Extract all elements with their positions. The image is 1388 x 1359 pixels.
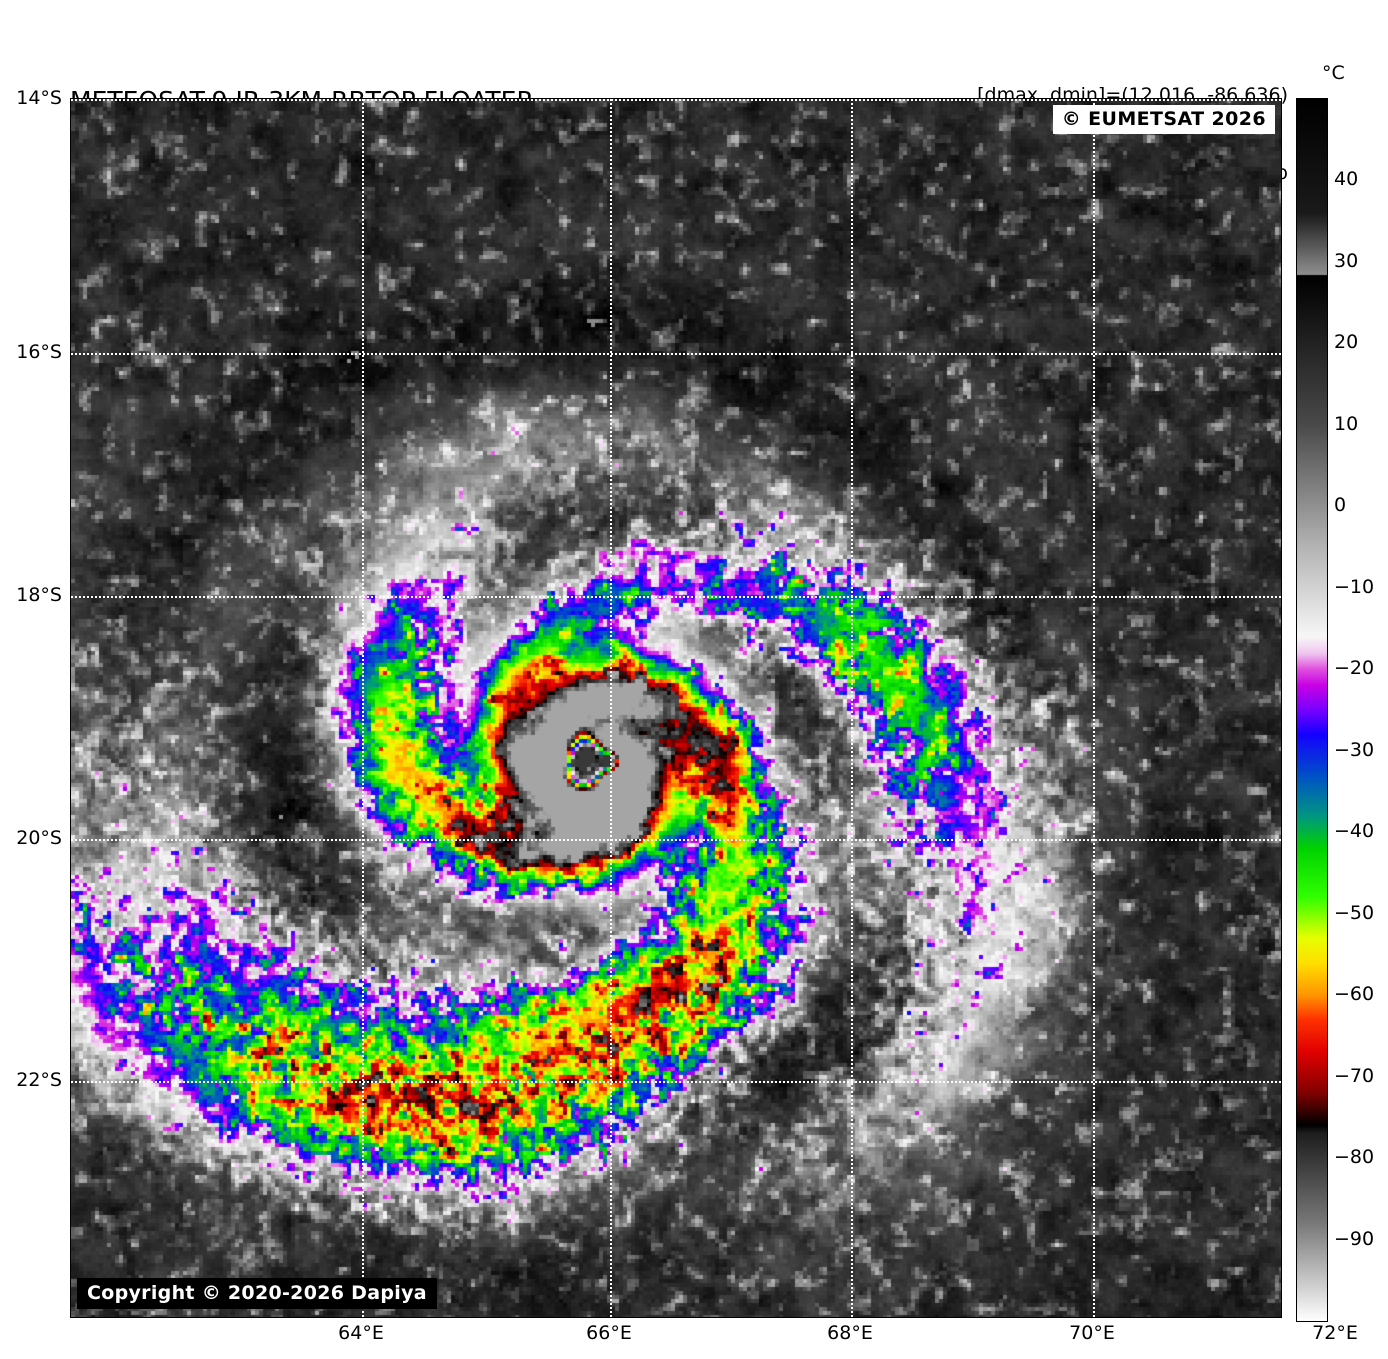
longitude-tick-1: 66°E	[586, 1322, 632, 1344]
colorbar-tick-minus60: −60	[1334, 983, 1375, 1006]
longitude-tick-2: 68°E	[827, 1322, 873, 1344]
colorbar-tick-minus20: −20	[1334, 657, 1375, 680]
colorbar-tick-20: 20	[1334, 331, 1359, 354]
longitude-tick-3: 70°E	[1069, 1322, 1115, 1344]
colorbar-tick-minus90: −90	[1334, 1227, 1375, 1250]
colorbar-tick-minus10: −10	[1334, 575, 1375, 598]
latitude-tick-0: 14°S	[16, 87, 62, 109]
satellite-imagery-canvas	[71, 99, 1281, 1317]
colorbar-tick-minus70: −70	[1334, 1064, 1375, 1087]
colorbar-tick-40: 40	[1334, 168, 1359, 191]
colorbar-tick-10: 10	[1334, 412, 1359, 435]
longitude-tick-4: 72°E	[1312, 1322, 1358, 1344]
temperature-colorbar	[1296, 98, 1328, 1322]
colorbar-tick-minus40: −40	[1334, 820, 1375, 843]
latitude-tick-3: 20°S	[16, 827, 62, 849]
copyright-watermark: Copyright © 2020-2026 Dapiya	[77, 1278, 437, 1309]
colorbar-tick-minus50: −50	[1334, 901, 1375, 924]
eumetsat-watermark: © EUMETSAT 2026	[1052, 105, 1275, 134]
colorbar-gradient	[1297, 99, 1327, 1321]
colorbar-tick-minus30: −30	[1334, 738, 1375, 761]
colorbar-unit-label: °C	[1322, 62, 1345, 84]
colorbar-tick-0: 0	[1334, 494, 1347, 517]
longitude-tick-0: 64°E	[338, 1322, 384, 1344]
latitude-tick-4: 22°S	[16, 1069, 62, 1091]
colorbar-tick-minus80: −80	[1334, 1146, 1375, 1169]
latitude-tick-2: 18°S	[16, 584, 62, 606]
latitude-tick-1: 16°S	[16, 341, 62, 363]
satellite-image-plot: © EUMETSAT 2026 Copyright © 2020-2026 Da…	[70, 98, 1282, 1318]
colorbar-tick-30: 30	[1334, 249, 1359, 272]
